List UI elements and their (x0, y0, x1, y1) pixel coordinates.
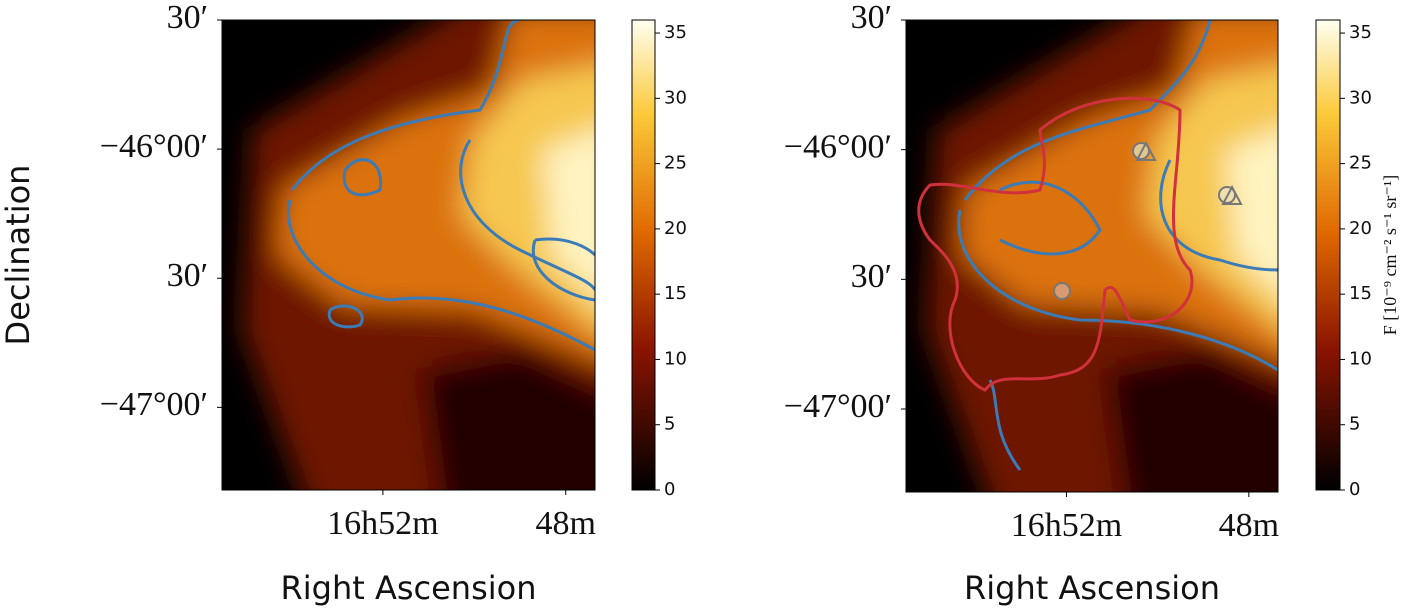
colorbar-tick-label: 35 (1349, 22, 1372, 43)
colorbar-tick-label: 5 (1349, 414, 1360, 435)
region-outline (917, 96, 1194, 392)
colorbar-tick-label: 15 (664, 283, 687, 304)
y-tick-label: −46°00′ (100, 128, 208, 165)
y-tick-label: 30′ (851, 0, 892, 36)
colorbar-tick-label: 5 (664, 414, 675, 435)
colorbar-tick-label: 20 (664, 218, 687, 239)
frame (905, 19, 1279, 493)
contour (957, 20, 1278, 471)
source-marker (1053, 282, 1071, 300)
source-marker (1135, 140, 1157, 161)
panel: 30′ −46°00′ 30′ −47°00′ 16h52m 48m 0 5 10 15 20 25 3… (0, 0, 687, 607)
contour (287, 20, 595, 352)
x-axis-label: Right Ascension (964, 569, 1220, 607)
colorbar-tick-label: 30 (1349, 87, 1372, 108)
y-tick-label: −47°00′ (100, 386, 208, 423)
x-tick-label: 16h52m (327, 505, 438, 542)
colorbar-tick-label: 25 (664, 153, 687, 174)
colorbar-tick-label: 10 (1349, 348, 1372, 369)
y-tick-label: 30′ (167, 257, 208, 294)
source-marker (1221, 184, 1243, 205)
colorbar-tick-label: 15 (1349, 283, 1372, 304)
y-axis-label: Declination (0, 165, 37, 346)
frame (221, 19, 596, 491)
colorbar-tick-label: 35 (664, 22, 687, 43)
colorbar (1315, 19, 1341, 491)
x-tick-label: 48m (536, 505, 596, 542)
colorbar-tick-label: 0 (1349, 479, 1360, 500)
y-tick-label: −47°00′ (784, 388, 892, 425)
panel: 30′ −46°00′ 30′ −47°00′ 16h52m 48m 0 5 10 15 20 25 3… (784, 0, 1400, 607)
y-tick-label: 30′ (167, 0, 208, 36)
colorbar-tick-label: 0 (664, 479, 675, 500)
x-tick-label: 16h52m (1011, 507, 1122, 544)
colorbar-tick-label: 30 (664, 87, 687, 108)
sky-map (222, 20, 595, 520)
y-tick-label: 30′ (851, 258, 892, 295)
sky-map (906, 20, 1278, 520)
colorbar-tick-label: 25 (1349, 153, 1372, 174)
x-tick-label: 48m (1219, 507, 1279, 544)
colorbar-label: F [10⁻⁹ cm⁻² s⁻¹ sr⁻¹] (1380, 175, 1400, 335)
colorbar-tick-label: 20 (1349, 218, 1372, 239)
y-tick-label: −46°00′ (784, 128, 892, 165)
colorbar-tick-label: 10 (664, 348, 687, 369)
x-axis-label: Right Ascension (281, 569, 537, 607)
colorbar (631, 19, 656, 491)
